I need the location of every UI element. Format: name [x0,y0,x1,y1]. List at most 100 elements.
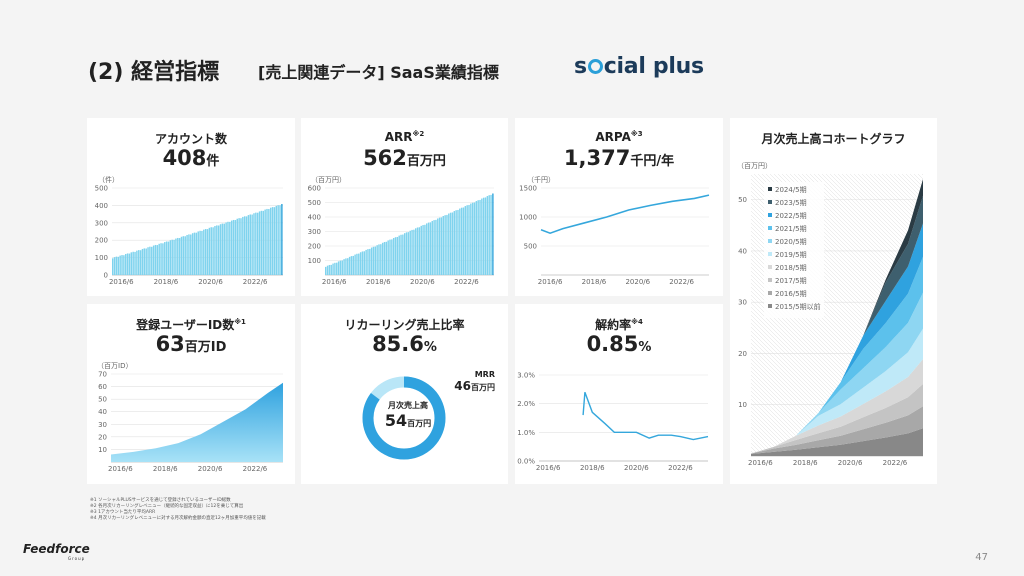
y-tick-label: 500 [95,185,108,193]
y-axis-label: （百万円） [737,162,772,170]
bar [403,233,406,275]
x-tick-label: 2022/6 [454,278,479,286]
y-tick-label: 2.0% [517,400,535,408]
y-tick-label: 400 [308,214,321,222]
bar [255,212,257,275]
bar [217,225,220,275]
bar [418,227,421,275]
bar [112,258,114,275]
legend-swatch [768,187,772,191]
x-tick-label: 2016/6 [108,465,133,473]
y-tick-label: 30 [98,421,107,429]
legend-swatch [768,200,772,204]
y-tick-label: 60 [98,383,107,391]
bar [199,230,201,275]
legend-label: 2024/5期 [775,186,807,194]
bar [119,255,121,275]
legend-label: 2018/5期 [775,264,807,272]
bar [258,211,261,275]
bar [156,245,159,275]
card-value: 408件 [162,146,220,170]
bar [405,232,408,275]
bar [385,241,388,275]
bar [227,221,229,275]
x-tick-label: 2016/6 [322,278,347,286]
bar [341,260,343,275]
bar [482,197,485,275]
footnote: ※2 各月次リカーリングレベニュー（継続的な固定収益）に12を乗じて算出 [90,504,244,509]
y-tick-label: 30 [738,299,747,307]
bar [151,246,153,275]
bar [212,227,214,275]
legend-swatch [768,304,772,308]
y-tick-label: 20 [98,433,107,441]
bar [457,209,459,275]
bar [268,209,270,275]
bar [266,208,268,275]
y-axis-label: （件） [98,175,119,184]
bar [334,262,336,275]
x-tick-label: 2016/6 [538,278,563,286]
y-tick-label: 50 [98,396,107,404]
bar [117,256,120,275]
card-title: 月次売上高コホートグラフ [761,132,906,146]
y-tick-label: 70 [98,371,107,379]
bar [136,250,138,275]
card-value: 0.85% [586,332,652,356]
monthly-sales-label: 月次売上高 54百万円 [384,401,432,430]
bar [446,214,448,275]
cohort-area-chart: （百万円） 50 40 30 20 10 2016/6 2018/6 2020/6 2022/6 2… [737,162,923,467]
bar [204,229,207,275]
card-users: 登録ユーザーID数※1 63百万ID （百万ID） 70 60 50 40 30 20 10 2… [87,304,295,484]
footnote: ※3 1アカウント当たり平均ARR [90,510,156,515]
bar [392,238,395,275]
bar [468,204,470,275]
bar [281,204,283,275]
bar [262,210,265,275]
bar [453,211,456,275]
legend-swatch [768,213,772,217]
social-plus-logo: s cial plus [574,54,704,79]
y-tick-label: 10 [738,401,747,409]
legend-label: 2015/5期以前 [775,302,821,311]
legend-label: 2021/5期 [775,225,807,233]
bar [158,243,160,275]
bar [138,250,140,275]
bar [479,199,481,275]
feedforce-logo-sub: Group [68,556,86,561]
y-tick-label: 40 [738,247,747,255]
bar [380,244,382,275]
bar [225,222,227,275]
x-tick-label: 2016/6 [536,464,561,472]
bar [343,259,345,275]
bar [236,218,238,275]
legend-swatch [768,226,772,230]
bar [391,239,393,275]
x-tick-label: 2022/6 [243,278,268,286]
bar [115,256,118,275]
x-tick-label: 2020/6 [624,464,649,472]
y-tick-label: 1.0% [517,429,535,437]
bar [277,205,279,275]
bar [240,218,242,275]
bar [173,239,175,275]
legend-label: 2019/5期 [775,251,807,259]
bar [358,253,360,275]
bar [492,193,494,275]
bar [350,256,353,275]
legend-label: 2017/5期 [775,277,807,285]
bar [378,244,380,275]
bar [449,212,452,275]
bar [164,242,166,275]
users-area-chart: （百万ID）70 60 50 40 30 20 10 2016/6 2018/6 2020/6 20… [97,362,283,473]
bar [433,220,435,275]
bar [359,252,362,275]
y-tick-label: 200 [308,243,321,251]
bar [188,234,190,275]
legend-label: 2016/5期 [775,290,807,298]
legend-swatch [768,278,772,282]
bar [134,251,136,275]
bar [180,236,183,275]
bar [201,230,203,275]
bar [121,255,123,275]
